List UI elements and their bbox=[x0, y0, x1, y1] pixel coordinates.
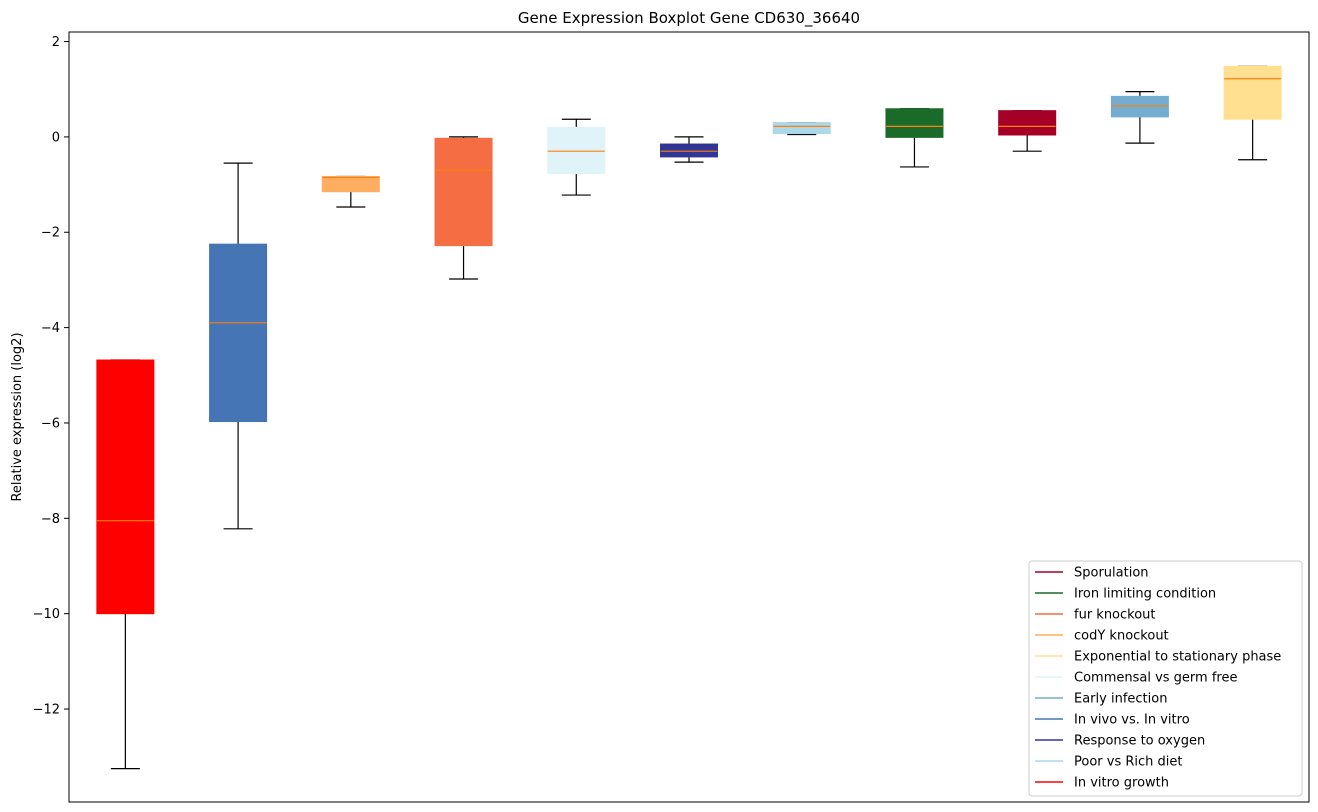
box-group bbox=[321, 175, 380, 208]
box bbox=[1223, 65, 1282, 120]
box bbox=[321, 175, 380, 193]
legend-item: Poor vs Rich diet bbox=[1035, 755, 1182, 770]
legend-item: Sporulation bbox=[1035, 566, 1149, 581]
legend-item: codY knockout bbox=[1035, 629, 1169, 644]
legend-item: Response to oxygen bbox=[1035, 734, 1205, 749]
legend-label: Commensal vs germ free bbox=[1074, 671, 1237, 686]
legend-label: Sporulation bbox=[1074, 566, 1149, 581]
boxes-layer bbox=[96, 65, 1282, 770]
legend-label: Early infection bbox=[1074, 692, 1167, 707]
box-group bbox=[998, 110, 1057, 152]
box bbox=[209, 243, 268, 423]
plot-frame bbox=[68, 31, 1310, 803]
box bbox=[998, 110, 1057, 136]
box-group bbox=[209, 162, 268, 530]
box-group bbox=[547, 118, 606, 196]
legend-label: In vivo vs. In vitro bbox=[1074, 713, 1190, 728]
y-tick-label: −12 bbox=[33, 703, 60, 718]
legend-item: In vitro growth bbox=[1035, 776, 1169, 791]
box-group bbox=[434, 136, 493, 280]
box-group bbox=[96, 359, 155, 770]
legend-label: fur knockout bbox=[1074, 608, 1156, 623]
box-group bbox=[885, 108, 944, 168]
axes-layer: 2 0 −2 −4 −6 −8 −10 −12 bbox=[33, 31, 1310, 803]
legend-item: fur knockout bbox=[1035, 608, 1156, 623]
y-tick-label: −6 bbox=[41, 416, 60, 431]
y-tick-label: −10 bbox=[33, 607, 60, 622]
legend-item: Exponential to stationary phase bbox=[1035, 650, 1281, 665]
legend-label: Response to oxygen bbox=[1074, 734, 1205, 749]
legend-item: In vivo vs. In vitro bbox=[1035, 713, 1190, 728]
y-tick-label: 0 bbox=[52, 130, 60, 145]
box bbox=[1110, 95, 1169, 118]
box bbox=[434, 137, 493, 247]
legend-label: Iron limiting condition bbox=[1074, 587, 1216, 602]
box bbox=[96, 359, 155, 615]
box-group bbox=[660, 136, 718, 163]
box-group bbox=[1110, 90, 1169, 144]
y-tick-label: −8 bbox=[41, 512, 60, 527]
legend-label: Exponential to stationary phase bbox=[1074, 650, 1281, 665]
legend-label: Poor vs Rich diet bbox=[1074, 755, 1182, 770]
box-group bbox=[1223, 65, 1282, 161]
legend: Sporulation Iron limiting condition fur kn… bbox=[1028, 560, 1303, 797]
legend-item: Iron limiting condition bbox=[1035, 587, 1216, 602]
chart-title: Gene Expression Boxplot Gene CD630_36640 bbox=[518, 9, 860, 28]
box bbox=[547, 126, 606, 175]
legend-label: In vitro growth bbox=[1074, 776, 1169, 791]
legend-box bbox=[1028, 560, 1303, 797]
legend-item: Commensal vs germ free bbox=[1035, 671, 1237, 686]
box bbox=[885, 108, 944, 138]
y-tick-label: −2 bbox=[41, 226, 60, 241]
legend-label: codY knockout bbox=[1074, 629, 1169, 644]
box bbox=[772, 122, 831, 135]
legend-item: Early infection bbox=[1035, 692, 1167, 707]
box-group bbox=[772, 121, 831, 136]
y-axis-label: Relative expression (log2) bbox=[10, 332, 25, 501]
box bbox=[660, 143, 718, 158]
y-tick-label: −4 bbox=[41, 321, 60, 336]
y-tick-label: 2 bbox=[52, 35, 60, 50]
